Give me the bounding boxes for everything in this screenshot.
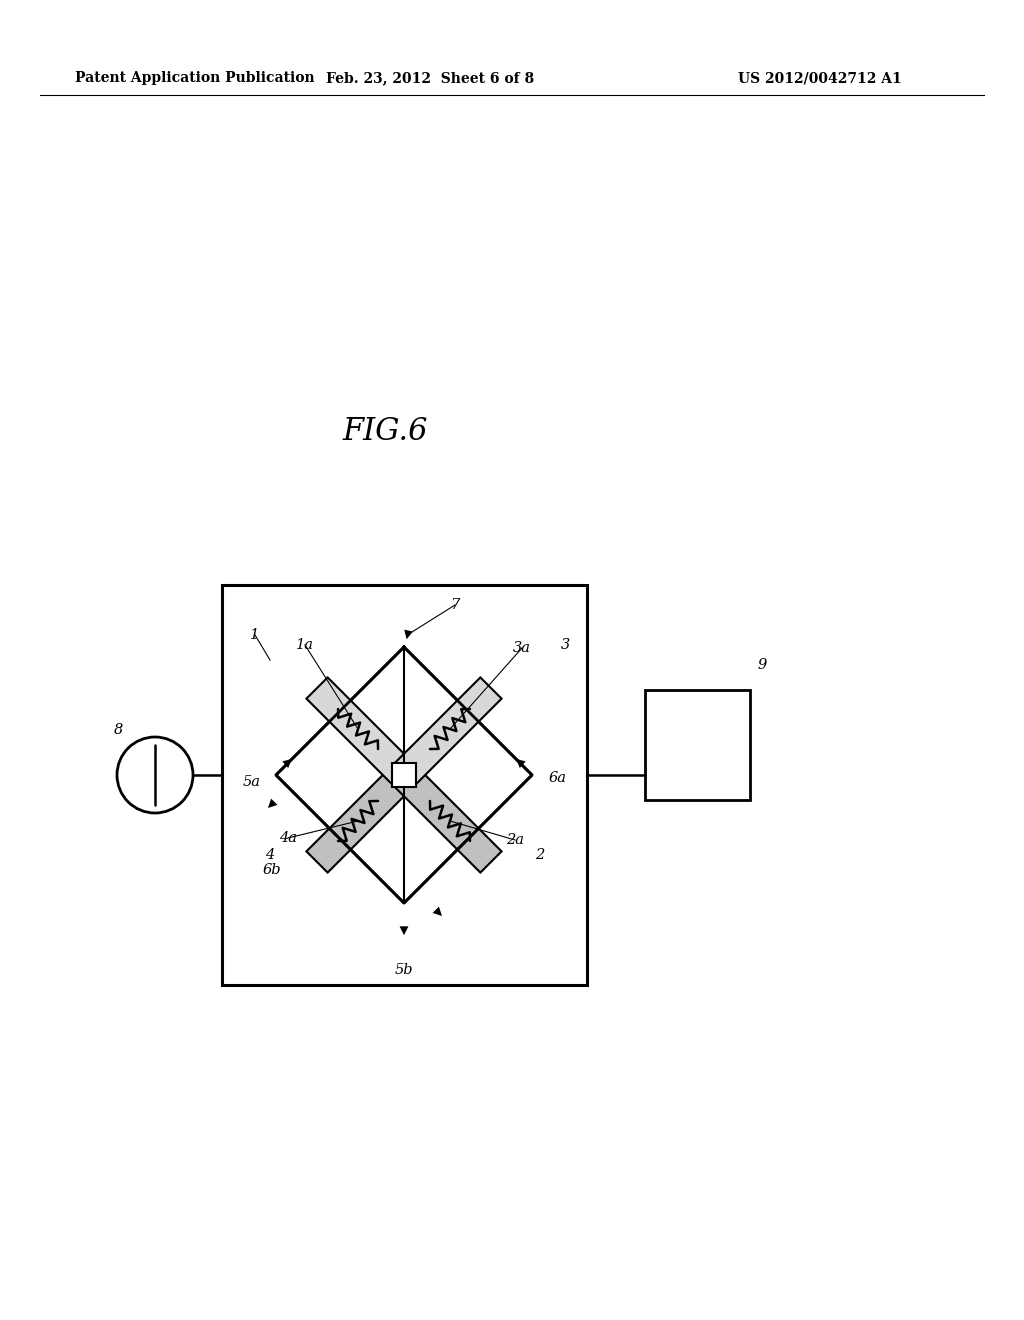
Text: 9: 9 (758, 657, 767, 672)
Text: Feb. 23, 2012  Sheet 6 of 8: Feb. 23, 2012 Sheet 6 of 8 (326, 71, 535, 84)
Text: 6b: 6b (263, 863, 282, 876)
Polygon shape (392, 763, 416, 787)
Polygon shape (306, 764, 415, 873)
Polygon shape (306, 677, 415, 785)
Text: 7: 7 (451, 598, 460, 612)
Text: 2: 2 (536, 847, 545, 862)
Text: 6a: 6a (549, 771, 567, 785)
Text: 1: 1 (251, 628, 260, 642)
Text: 3: 3 (560, 638, 569, 652)
Polygon shape (393, 677, 502, 785)
Text: 8: 8 (114, 723, 123, 737)
Text: FIG.6: FIG.6 (342, 417, 428, 447)
Text: US 2012/0042712 A1: US 2012/0042712 A1 (738, 71, 902, 84)
Text: 1a: 1a (296, 638, 314, 652)
Polygon shape (393, 764, 502, 873)
Bar (222, 585, 587, 985)
Text: 2a: 2a (506, 833, 524, 847)
Text: 5b: 5b (394, 964, 414, 977)
Text: Patent Application Publication: Patent Application Publication (75, 71, 314, 84)
Text: 4a: 4a (279, 832, 297, 845)
Text: 3a: 3a (513, 642, 531, 655)
Text: 4: 4 (265, 847, 274, 862)
Text: 5a: 5a (243, 775, 261, 789)
Bar (645, 690, 750, 800)
